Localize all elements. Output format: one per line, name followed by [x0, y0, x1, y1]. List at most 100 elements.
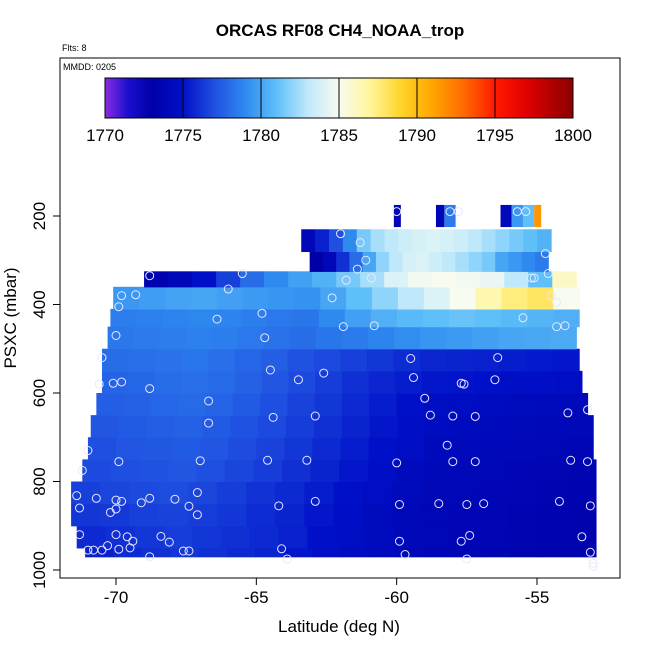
sample-point [145, 493, 155, 503]
sample-point [145, 552, 155, 562]
heatmap-cell [307, 525, 337, 549]
heatmap-cell [396, 308, 424, 328]
sample-points [72, 207, 598, 571]
heatmap-cell [87, 437, 117, 460]
heatmap-cell [264, 271, 289, 288]
heatmap-cell [449, 286, 477, 310]
sample-point [554, 496, 564, 506]
heatmap-cell [369, 415, 399, 438]
heatmap-cell [524, 326, 551, 350]
heatmap-top-segment [522, 204, 535, 228]
heatmap-cell [141, 547, 171, 558]
heatmap-cell [509, 415, 538, 438]
sample-point [588, 561, 598, 571]
sample-point [521, 207, 531, 217]
sample-point [319, 368, 329, 378]
heatmap-cell [505, 393, 534, 416]
heatmap-cell [237, 326, 265, 350]
heatmap-cell [396, 459, 426, 483]
heatmap-cell [253, 459, 283, 483]
heatmap-cell [362, 503, 393, 527]
heatmap-cell [479, 503, 510, 527]
heatmap-cell [322, 251, 337, 272]
heatmap-cell [76, 525, 107, 549]
heatmap-cell [500, 308, 528, 328]
heatmap-cell [129, 503, 160, 527]
heatmap-cell [475, 370, 503, 394]
heatmap-cell [158, 481, 189, 505]
heatmap-cell [474, 308, 502, 328]
heatmap-cell [163, 525, 193, 549]
sample-point [526, 273, 536, 283]
heatmap-cell [567, 459, 597, 483]
sample-point [94, 379, 104, 389]
heatmap-cell [408, 271, 433, 288]
sample-point [465, 530, 475, 540]
heatmap-cell [304, 503, 335, 527]
heatmap-cell [397, 547, 427, 558]
heatmap-cell [422, 308, 450, 328]
x-tick-label: -65 [244, 588, 269, 607]
heatmap-cell [133, 326, 161, 350]
heatmap-cell [258, 415, 287, 438]
heatmap-cell [451, 525, 482, 549]
heatmap-cell [552, 348, 580, 372]
sample-point [195, 456, 205, 466]
heatmap-cell [154, 348, 183, 372]
heatmap-cell [412, 229, 427, 253]
heatmap-cell [240, 271, 265, 288]
heatmap-cell [421, 370, 450, 394]
heatmap-cell [426, 229, 441, 253]
sample-point [366, 273, 376, 283]
sample-point [406, 353, 416, 363]
sample-point [493, 353, 503, 363]
heatmap-cell [368, 437, 398, 460]
plot-frame [59, 57, 621, 579]
heatmap-cell [211, 326, 239, 350]
heatmap-cell [144, 437, 173, 460]
heatmap-cell [341, 393, 370, 416]
heatmap-cell [368, 547, 398, 558]
sample-point [352, 264, 362, 274]
heatmap-cell [369, 393, 398, 416]
chart-title: ORCAS RF08 CH4_NOAA_trop [216, 21, 464, 40]
sample-point [577, 532, 587, 542]
heatmap-cell [107, 326, 135, 350]
mmdd-label: MMDD: 0205 [63, 62, 116, 72]
sample-point [327, 293, 337, 303]
heatmap-cell [510, 459, 540, 483]
heatmap-cell [261, 348, 289, 372]
heatmap-cell [82, 459, 112, 483]
sample-point [263, 455, 273, 465]
heatmap-cell [521, 251, 536, 272]
sample-point [164, 537, 174, 547]
sample-point [117, 377, 127, 387]
heatmap-cell [187, 503, 218, 527]
heatmap-cell [478, 393, 507, 416]
colorbar-tick-label: 1780 [242, 126, 280, 145]
heatmap-cell [202, 415, 231, 438]
heatmap-cell [118, 415, 148, 438]
heatmap-cell [292, 308, 320, 328]
heatmap-cell [216, 286, 244, 310]
y-axis: 200 400 600 800 1000 [30, 202, 60, 589]
heatmap-cell [284, 437, 314, 460]
sample-point [420, 393, 430, 403]
heatmap-cell [164, 286, 192, 310]
heatmap-cell [224, 459, 255, 483]
heatmap-cell [315, 326, 343, 350]
sample-point [588, 558, 598, 568]
heatmap-cell [310, 459, 340, 483]
sample-point [369, 321, 379, 331]
heatmap-cell [550, 326, 577, 350]
heatmap-cell [312, 437, 342, 460]
heatmap-cell [116, 437, 145, 460]
sample-point [114, 457, 124, 467]
sample-point [552, 297, 562, 307]
heatmap-cell [532, 393, 561, 416]
heatmap-cell [301, 229, 316, 253]
sample-point [585, 547, 595, 557]
heatmap-cell [242, 286, 270, 310]
heatmap-cell [425, 415, 455, 438]
